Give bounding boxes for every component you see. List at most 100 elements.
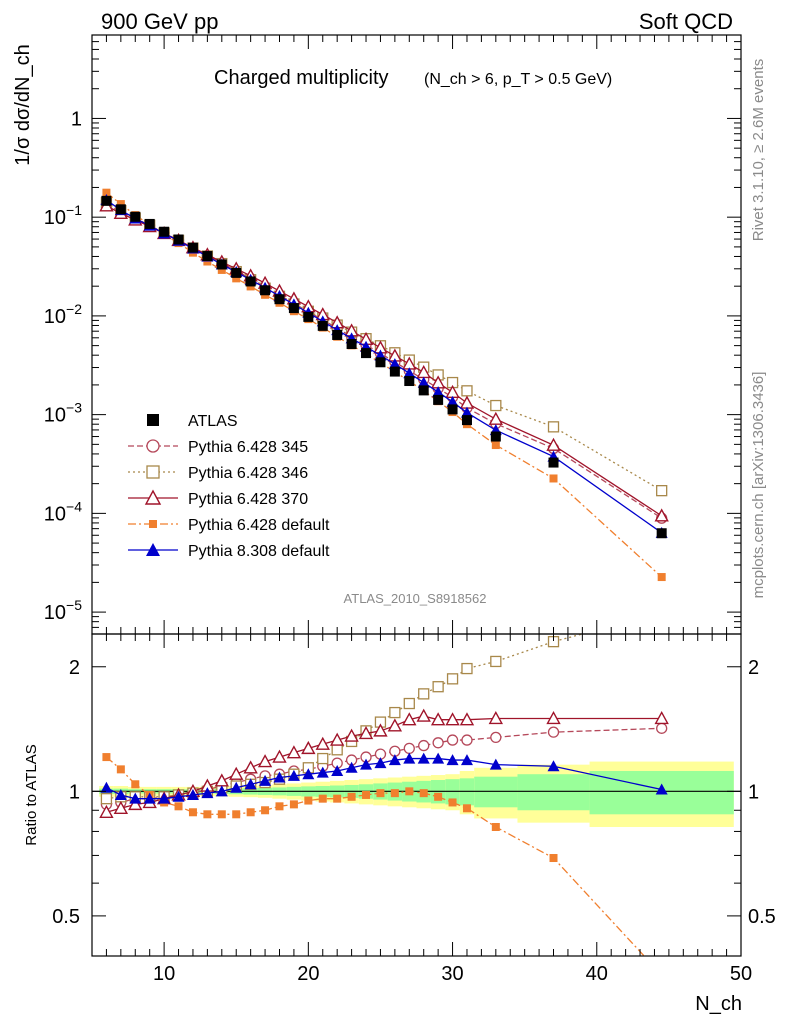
main-point-pythia-8-308-default <box>403 367 416 379</box>
ratio-point-pythia-6-428-370 <box>301 740 316 755</box>
y-tick-label: 10−5 <box>44 597 82 624</box>
ratio-point-pythia-6-428-default <box>419 789 428 798</box>
ratio-point-pythia-6-428-default <box>232 810 241 819</box>
y-tick-label-base: 10 <box>44 306 66 328</box>
ratio-panel: 10 20 30 40 50 0.5 0.5 1 1 2 2 <box>52 633 776 985</box>
ratio-point-pythia-6-428-370 <box>488 711 504 725</box>
ratio-point-pythia-6-428-default <box>347 792 356 801</box>
y-tick-label-base: 10 <box>44 405 66 427</box>
ratio-point-pythia-8-308-default <box>287 769 300 781</box>
main-point-atlas <box>216 259 227 270</box>
main-point-pythia-6-428-default <box>549 474 558 483</box>
main-point-pythia-8-308-default <box>460 406 473 418</box>
ratio-point-pythia-8-308-default <box>374 757 387 769</box>
ratio-point-pythia-6-428-345 <box>403 742 415 755</box>
ratio-point-pythia-6-428-346 <box>389 706 401 719</box>
main-point-pythia-6-428-346 <box>656 485 668 497</box>
ratio-point-pythia-6-428-345 <box>446 734 459 746</box>
main-point-atlas <box>548 457 559 468</box>
ratio-tick-label-right: 1 <box>748 781 759 803</box>
header-left: 900 GeV pp <box>101 9 218 34</box>
chart-title-sub: (N_ch > 6, p_T > 0.5 GeV) <box>424 71 612 88</box>
ratio-frame <box>91 633 742 957</box>
legend-marker-pythia-6-428-370 <box>144 489 162 505</box>
ratio-point-pythia-8-308-default <box>403 752 416 764</box>
ratio-point-pythia-8-308-default <box>446 754 459 766</box>
main-point-pythia-6-428-370 <box>488 411 504 425</box>
ratio-point-pythia-6-428-370 <box>315 736 330 750</box>
ratio-point-pythia-6-428-default <box>261 806 270 815</box>
main-point-atlas <box>404 376 415 387</box>
main-point-atlas <box>159 226 170 237</box>
ratio-point-pythia-8-308-default <box>244 778 257 790</box>
main-point-atlas <box>433 394 444 405</box>
main-point-pythia-8-308-default <box>432 386 445 398</box>
ratio-point-pythia-8-308-default <box>316 766 329 778</box>
x-tick-label: 50 <box>730 963 752 985</box>
ratio-point-pythia-6-428-370 <box>387 718 403 732</box>
ratio-point-pythia-8-308-default <box>201 787 214 799</box>
main-point-atlas <box>389 366 400 377</box>
ratio-point-pythia-6-428-346 <box>403 697 415 710</box>
ratio-point-pythia-8-308-default <box>460 754 473 766</box>
ratio-point-pythia-6-428-345 <box>547 726 560 738</box>
side-label-top: Rivet 3.1.10, ≥ 2.6M events <box>750 59 767 242</box>
main-point-atlas <box>202 251 213 262</box>
x-tick-label: 30 <box>441 963 463 985</box>
y-tick-label-exp: −5 <box>66 597 82 613</box>
ratio-point-pythia-8-308-default <box>655 783 668 795</box>
ratio-point-pythia-6-428-345 <box>432 737 444 749</box>
ratio-point-pythia-8-308-default <box>215 785 228 797</box>
legend-marker-pythia-8-308-default <box>146 543 160 556</box>
analysis-tag: ATLAS_2010_S8918562 <box>344 591 487 606</box>
ratio-point-pythia-6-428-default <box>289 800 298 809</box>
main-point-pythia-6-428-370 <box>654 508 669 522</box>
ratio-point-pythia-8-308-default <box>273 771 286 783</box>
ratio-series-layer <box>99 634 669 956</box>
ratio-point-pythia-6-428-346 <box>446 673 459 685</box>
main-point-pythia-6-428-default <box>491 441 500 450</box>
ratio-point-pythia-6-428-default <box>304 796 313 805</box>
ratio-y-axis-label: Ratio to ATLAS <box>23 744 40 845</box>
y-tick-label: 10−3 <box>44 400 82 427</box>
y-tick-label: 10−4 <box>44 498 82 525</box>
ratio-point-pythia-6-428-370 <box>113 800 129 814</box>
main-point-pythia-6-428-default <box>102 188 111 197</box>
main-point-atlas <box>130 211 141 222</box>
ratio-point-pythia-8-308-default <box>360 758 373 770</box>
ratio-point-pythia-6-428-default <box>275 802 284 811</box>
ratio-point-pythia-6-428-default <box>333 794 342 803</box>
ratio-point-pythia-8-308-default <box>100 781 113 793</box>
ratio-point-pythia-8-308-default <box>331 764 344 776</box>
ratio-point-pythia-6-428-370 <box>654 711 669 725</box>
ratio-point-pythia-8-308-default <box>489 758 502 770</box>
ratio-point-pythia-6-428-346 <box>461 662 473 675</box>
y-tick-label: 1 <box>71 108 82 130</box>
main-point-pythia-8-308-default <box>417 376 430 388</box>
ratio-line-pythia-6-428-default <box>106 756 646 956</box>
legend-label-pythia-6-428-370: Pythia 6.428 370 <box>188 491 308 508</box>
x-axis-label: N_ch <box>695 993 742 1015</box>
legend-label-pythia-6-428-345: Pythia 6.428 345 <box>188 439 308 456</box>
main-point-atlas <box>144 218 155 229</box>
main-point-pythia-6-428-346 <box>461 385 473 397</box>
main-point-atlas <box>418 385 429 396</box>
ratio-band-inner <box>474 776 518 808</box>
legend: ATLAS Pythia 6.428 345 Pythia 6.428 346 Pyt… <box>128 413 330 560</box>
main-point-atlas <box>101 195 112 206</box>
ratio-point-pythia-6-428-370 <box>272 749 287 763</box>
main-point-atlas <box>303 311 314 322</box>
main-point-atlas <box>656 528 667 539</box>
y-axis-label: 1/σ dσ/dN_ch <box>12 44 34 165</box>
main-point-atlas <box>332 329 343 340</box>
x-tick-label: 10 <box>153 963 175 985</box>
main-point-pythia-6-428-default <box>232 274 241 283</box>
ratio-point-pythia-6-428-346 <box>331 744 343 756</box>
ratio-point-pythia-8-308-default <box>230 781 243 793</box>
main-point-atlas <box>173 234 184 245</box>
y-tick-label-exp: −2 <box>66 301 82 317</box>
main-point-atlas <box>245 276 256 287</box>
ratio-point-pythia-6-428-346 <box>100 793 113 805</box>
ratio-point-pythia-6-428-default <box>362 790 371 799</box>
ratio-point-pythia-6-428-345 <box>656 722 668 734</box>
